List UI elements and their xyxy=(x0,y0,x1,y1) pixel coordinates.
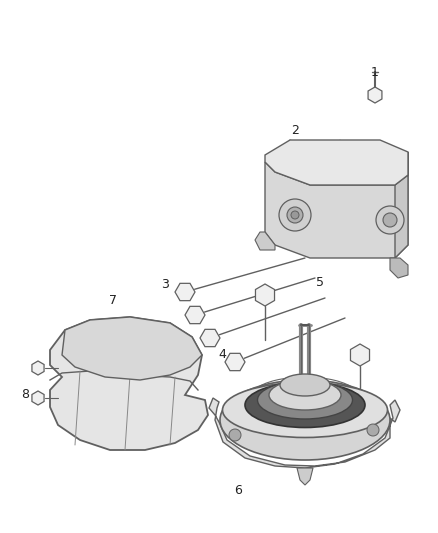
Polygon shape xyxy=(32,391,44,405)
Ellipse shape xyxy=(245,383,365,427)
Polygon shape xyxy=(265,140,408,185)
Ellipse shape xyxy=(280,374,330,396)
Text: 2: 2 xyxy=(291,124,299,136)
Text: 8: 8 xyxy=(21,389,29,401)
Text: 1: 1 xyxy=(371,66,379,78)
Polygon shape xyxy=(395,152,408,258)
Text: 4: 4 xyxy=(218,349,226,361)
Polygon shape xyxy=(200,329,220,346)
Ellipse shape xyxy=(91,360,99,366)
Circle shape xyxy=(291,211,299,219)
Circle shape xyxy=(279,199,311,231)
Polygon shape xyxy=(62,317,202,380)
Text: 5: 5 xyxy=(316,277,324,289)
Polygon shape xyxy=(265,162,408,258)
Polygon shape xyxy=(50,317,208,450)
Circle shape xyxy=(229,429,241,441)
Polygon shape xyxy=(297,468,313,485)
Circle shape xyxy=(287,207,303,223)
Polygon shape xyxy=(350,344,370,366)
Text: 6: 6 xyxy=(234,483,242,497)
Polygon shape xyxy=(185,306,205,324)
Polygon shape xyxy=(32,361,44,375)
Polygon shape xyxy=(368,87,382,103)
Polygon shape xyxy=(209,398,400,468)
Ellipse shape xyxy=(220,380,390,460)
Polygon shape xyxy=(175,284,195,301)
Ellipse shape xyxy=(146,362,154,367)
Circle shape xyxy=(367,424,379,436)
Polygon shape xyxy=(225,353,245,370)
Ellipse shape xyxy=(223,383,388,438)
Text: 3: 3 xyxy=(161,279,169,292)
Polygon shape xyxy=(390,258,408,278)
Circle shape xyxy=(376,206,404,234)
Circle shape xyxy=(383,213,397,227)
Ellipse shape xyxy=(258,381,353,419)
Polygon shape xyxy=(255,284,275,306)
Ellipse shape xyxy=(269,380,341,410)
Text: 7: 7 xyxy=(109,294,117,306)
Polygon shape xyxy=(255,232,275,250)
